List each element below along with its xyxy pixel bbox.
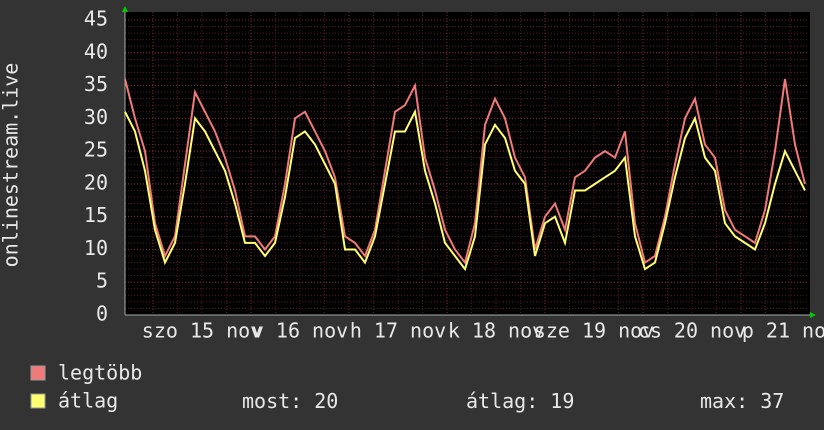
stat-value: 19 bbox=[550, 389, 574, 413]
series-line bbox=[124, 108, 806, 272]
y-tick-label: 45 bbox=[84, 7, 108, 31]
y-tick-label: 25 bbox=[84, 138, 108, 162]
stat-label: most: bbox=[242, 389, 302, 413]
x-tick-label: szo 15 nov bbox=[142, 319, 262, 343]
x-tick-label: p 21 nov bbox=[742, 319, 824, 343]
legend-swatch bbox=[30, 393, 46, 409]
y-tick-label: 40 bbox=[84, 39, 108, 63]
series-line bbox=[124, 78, 806, 265]
stat-value: 20 bbox=[314, 389, 338, 413]
stat-value: 37 bbox=[760, 389, 784, 413]
stat-label: max: bbox=[700, 389, 748, 413]
x-tick-label: k 18 nov bbox=[448, 319, 544, 343]
y-tick-label: 5 bbox=[96, 269, 108, 293]
axis-arrow bbox=[122, 6, 128, 12]
y-tick-label: 0 bbox=[96, 302, 108, 326]
plot-area bbox=[125, 12, 810, 315]
y-tick-label: 20 bbox=[84, 170, 108, 194]
x-tick-label: h 17 nov bbox=[350, 319, 446, 343]
stat: most: 20 bbox=[242, 389, 338, 413]
legend-label: legtöbb bbox=[58, 361, 142, 385]
x-tick-label: v 16 nov bbox=[252, 319, 348, 343]
x-tick-label: sze 19 nov bbox=[534, 319, 654, 343]
y-tick-label: 35 bbox=[84, 72, 108, 96]
stat: max: 37 bbox=[700, 389, 784, 413]
y-tick-label: 15 bbox=[84, 203, 108, 227]
legend-swatch bbox=[30, 365, 46, 381]
axis-arrow bbox=[810, 312, 816, 318]
y-tick-label: 30 bbox=[84, 105, 108, 129]
stat: átlag: 19 bbox=[466, 389, 574, 413]
y-tick-label: 10 bbox=[84, 236, 108, 260]
legend-label: átlag bbox=[58, 389, 118, 413]
stat-label: átlag: bbox=[466, 389, 538, 413]
x-tick-label: cs 20 nov bbox=[638, 319, 746, 343]
y-axis-label: onlinestream.live bbox=[0, 63, 23, 268]
